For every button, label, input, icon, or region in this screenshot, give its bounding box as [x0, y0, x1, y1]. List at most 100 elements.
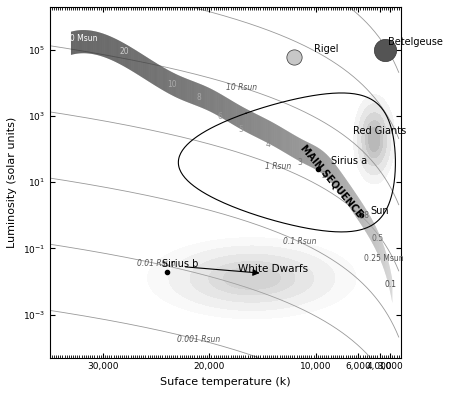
Polygon shape	[302, 139, 303, 163]
Polygon shape	[154, 62, 155, 85]
Polygon shape	[253, 113, 254, 136]
Polygon shape	[345, 178, 346, 203]
Polygon shape	[187, 79, 188, 102]
Polygon shape	[177, 75, 178, 98]
Polygon shape	[248, 110, 249, 133]
Polygon shape	[340, 171, 341, 195]
Polygon shape	[98, 32, 99, 56]
Polygon shape	[179, 76, 180, 99]
Polygon shape	[72, 31, 73, 55]
Polygon shape	[125, 44, 126, 67]
Polygon shape	[223, 95, 224, 119]
Polygon shape	[112, 37, 113, 61]
Polygon shape	[268, 120, 269, 143]
Polygon shape	[197, 83, 198, 106]
Polygon shape	[384, 246, 385, 271]
Polygon shape	[364, 207, 365, 231]
Polygon shape	[85, 30, 86, 53]
Polygon shape	[347, 181, 348, 205]
Polygon shape	[120, 41, 121, 65]
Text: White Dwarfs: White Dwarfs	[238, 264, 308, 273]
Polygon shape	[174, 73, 175, 97]
Polygon shape	[385, 250, 386, 275]
Polygon shape	[186, 78, 187, 102]
Polygon shape	[300, 138, 301, 162]
Polygon shape	[149, 59, 150, 82]
Polygon shape	[336, 166, 337, 190]
Polygon shape	[291, 133, 292, 157]
Polygon shape	[167, 70, 168, 93]
Polygon shape	[238, 104, 239, 128]
Polygon shape	[200, 84, 201, 108]
Polygon shape	[160, 65, 161, 89]
Polygon shape	[311, 144, 312, 167]
Polygon shape	[202, 85, 203, 108]
Polygon shape	[390, 267, 391, 293]
Polygon shape	[106, 35, 107, 58]
Polygon shape	[239, 105, 240, 128]
Polygon shape	[196, 82, 197, 106]
Polygon shape	[292, 134, 293, 158]
Polygon shape	[219, 93, 220, 117]
Polygon shape	[145, 56, 146, 80]
Text: Betelgeuse: Betelgeuse	[388, 37, 443, 47]
Polygon shape	[344, 177, 345, 201]
Polygon shape	[207, 87, 208, 111]
Polygon shape	[168, 70, 169, 94]
Polygon shape	[247, 109, 248, 133]
Polygon shape	[366, 209, 367, 233]
Polygon shape	[307, 142, 308, 165]
Text: Red Giants: Red Giants	[353, 126, 406, 136]
Text: 4: 4	[266, 140, 270, 149]
Polygon shape	[130, 47, 131, 71]
Polygon shape	[191, 80, 192, 104]
Polygon shape	[343, 176, 344, 200]
Text: 40 Msun: 40 Msun	[65, 34, 98, 43]
Text: Sirius b: Sirius b	[162, 258, 198, 269]
Polygon shape	[273, 123, 274, 146]
Polygon shape	[100, 33, 101, 56]
Polygon shape	[372, 219, 373, 243]
Polygon shape	[348, 182, 349, 206]
Polygon shape	[234, 102, 235, 126]
Polygon shape	[327, 155, 328, 179]
Text: 6: 6	[217, 112, 222, 121]
Polygon shape	[313, 145, 314, 169]
Polygon shape	[351, 187, 352, 211]
Polygon shape	[306, 141, 307, 165]
Polygon shape	[115, 39, 116, 62]
X-axis label: Suface temperature (k): Suface temperature (k)	[160, 377, 291, 387]
Polygon shape	[206, 87, 207, 110]
Polygon shape	[278, 125, 279, 149]
Polygon shape	[383, 245, 384, 269]
Polygon shape	[318, 148, 319, 171]
Polygon shape	[251, 112, 252, 135]
Polygon shape	[258, 115, 259, 139]
Polygon shape	[296, 136, 297, 160]
Polygon shape	[132, 48, 133, 72]
Polygon shape	[338, 168, 339, 192]
Polygon shape	[73, 31, 74, 54]
Polygon shape	[350, 185, 351, 209]
Polygon shape	[243, 108, 244, 131]
Polygon shape	[304, 140, 305, 164]
Polygon shape	[323, 151, 324, 175]
Polygon shape	[314, 145, 315, 169]
Polygon shape	[264, 118, 265, 141]
Polygon shape	[171, 72, 172, 95]
Text: 10 Rsun: 10 Rsun	[225, 83, 257, 92]
Polygon shape	[94, 31, 95, 54]
Polygon shape	[252, 112, 253, 136]
Polygon shape	[169, 71, 170, 94]
Polygon shape	[209, 88, 210, 112]
Polygon shape	[192, 81, 193, 104]
Polygon shape	[225, 97, 226, 121]
Polygon shape	[128, 46, 129, 69]
Polygon shape	[143, 55, 144, 78]
Polygon shape	[310, 144, 311, 167]
Polygon shape	[254, 113, 255, 136]
Polygon shape	[178, 75, 179, 98]
Polygon shape	[324, 152, 325, 176]
Polygon shape	[294, 135, 295, 159]
Polygon shape	[319, 148, 320, 172]
